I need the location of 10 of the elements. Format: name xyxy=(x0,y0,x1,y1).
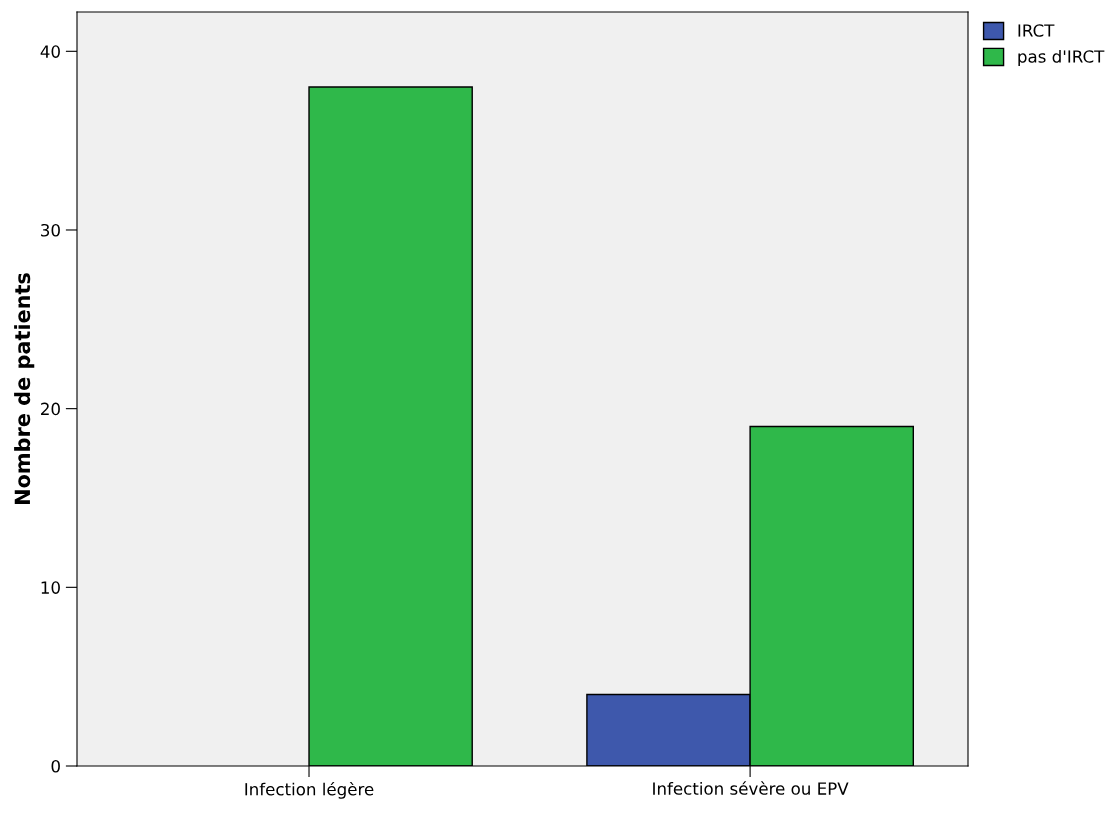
x-tick-label: Infection légère xyxy=(245,781,374,799)
x-tick-label: Infection sévère ou EPV xyxy=(653,781,849,795)
y-axis-title: Nombre de patients xyxy=(14,273,35,504)
y-tick-label: 20 xyxy=(41,402,60,416)
y-tick-label: 10 xyxy=(41,581,60,594)
y-tick-label: 30 xyxy=(41,223,60,237)
y-tick-label: 0 xyxy=(51,759,60,773)
y-tick-label: 40 xyxy=(40,45,60,58)
legend-label: pas d'IRCT xyxy=(1018,49,1105,67)
legend-label: IRCT xyxy=(1018,24,1055,37)
